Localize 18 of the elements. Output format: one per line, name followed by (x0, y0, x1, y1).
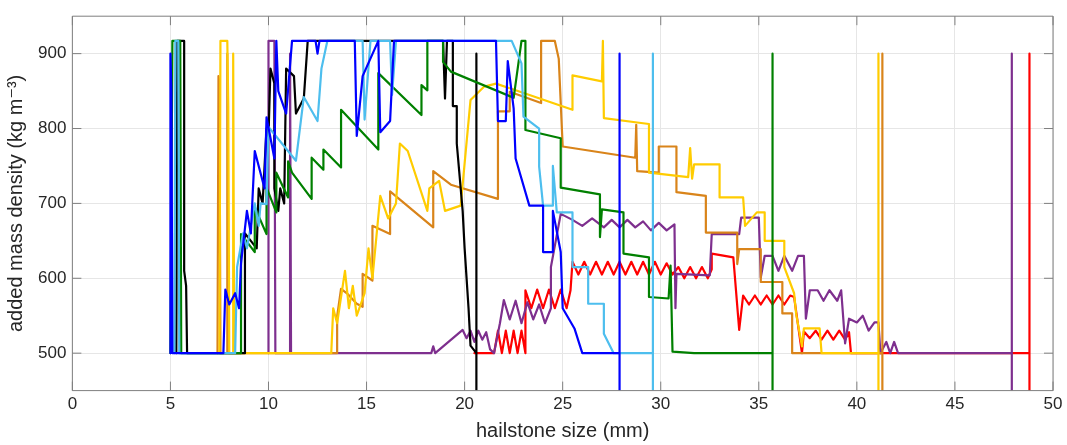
y-tick-label: 700 (37, 193, 67, 213)
x-tick-label: 0 (67, 394, 78, 414)
x-tick-label: 35 (749, 394, 769, 414)
y-tick-label: 900 (37, 43, 67, 63)
y-axis-title: added mass density (kg m⁻³) (3, 74, 26, 333)
x-tick-label: 25 (553, 394, 573, 414)
x-tick-label: 45 (945, 394, 965, 414)
x-tick-label: 20 (455, 394, 475, 414)
x-tick-label: 40 (847, 394, 867, 414)
y-tick-label: 800 (37, 118, 67, 138)
x-tick-label: 50 (1043, 394, 1063, 414)
y-tick-label: 500 (37, 342, 67, 362)
x-tick-label: 30 (651, 394, 671, 414)
x-tick-label: 10 (259, 394, 278, 414)
x-axis-title: hailstone size (mm) (475, 418, 650, 441)
x-tick-label: 5 (165, 394, 176, 414)
x-tick-label: 15 (357, 394, 377, 414)
y-tick-label: 600 (37, 267, 67, 287)
